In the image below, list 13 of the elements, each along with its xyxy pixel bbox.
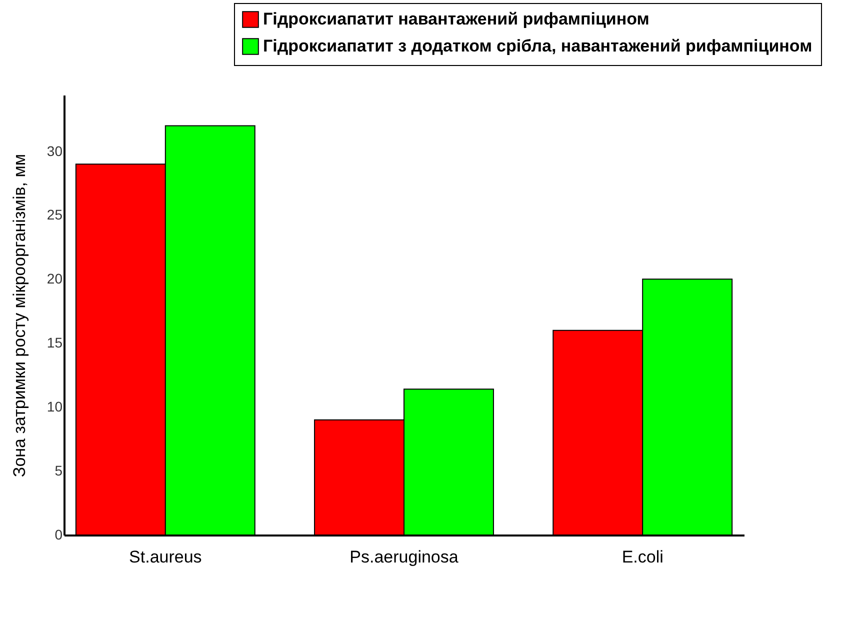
x-tick-label: Ps.aeruginosa [350, 548, 459, 566]
y-tick-label: 20 [46, 270, 63, 287]
y-tick-label: 5 [54, 462, 63, 479]
y-tick-label: 10 [46, 398, 63, 415]
y-tick-label: 30 [46, 142, 63, 159]
y-tick-label: 0 [54, 526, 63, 542]
y-tick-label: 15 [46, 334, 63, 351]
x-tick-label: E.coli [622, 548, 664, 566]
legend-label: Гідроксиапатит навантажений рифампіцином [263, 10, 650, 28]
y-tick-label: 25 [46, 206, 63, 223]
x-tick-label: St.aureus [129, 548, 202, 566]
legend-label: Гідроксиапатит з додатком срібла, навантажений рифампіцином [263, 36, 812, 56]
y-axis-title: Зона затримки росту мікроорганізмів, мм [10, 154, 29, 478]
